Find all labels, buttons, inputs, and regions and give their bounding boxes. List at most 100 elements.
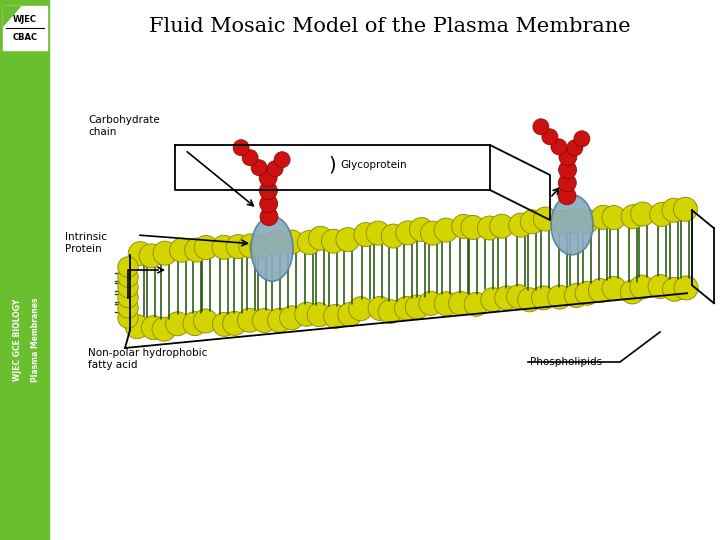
Circle shape	[260, 195, 278, 213]
Text: ): )	[328, 156, 336, 174]
Circle shape	[152, 317, 176, 341]
Circle shape	[521, 210, 544, 234]
Circle shape	[490, 214, 513, 238]
Circle shape	[166, 312, 189, 336]
Circle shape	[574, 131, 590, 147]
Circle shape	[118, 257, 138, 277]
Circle shape	[274, 152, 290, 168]
Circle shape	[118, 277, 138, 298]
Circle shape	[419, 292, 443, 315]
Circle shape	[354, 222, 378, 247]
Circle shape	[509, 213, 533, 237]
Circle shape	[267, 308, 292, 332]
Circle shape	[649, 202, 674, 226]
Text: Non-polar hydrophobic
fatty acid: Non-polar hydrophobic fatty acid	[88, 348, 207, 369]
Circle shape	[507, 285, 531, 308]
Circle shape	[564, 284, 588, 307]
Circle shape	[260, 208, 278, 226]
Circle shape	[477, 216, 501, 240]
Circle shape	[631, 202, 654, 226]
Circle shape	[239, 234, 263, 258]
Circle shape	[410, 218, 433, 241]
Circle shape	[662, 278, 687, 301]
Circle shape	[378, 300, 402, 323]
Bar	[0, 0, 49, 540]
Circle shape	[321, 229, 346, 253]
Circle shape	[259, 168, 277, 187]
Circle shape	[338, 302, 361, 327]
Circle shape	[308, 226, 333, 250]
Circle shape	[184, 238, 209, 262]
Circle shape	[451, 214, 476, 239]
Circle shape	[279, 306, 304, 330]
Ellipse shape	[251, 216, 293, 281]
Circle shape	[238, 308, 261, 332]
Circle shape	[368, 296, 392, 320]
Circle shape	[575, 210, 599, 233]
Circle shape	[518, 288, 541, 312]
Circle shape	[449, 292, 472, 315]
Circle shape	[183, 312, 207, 336]
Circle shape	[297, 231, 321, 254]
Circle shape	[395, 296, 418, 320]
Circle shape	[481, 288, 505, 312]
Circle shape	[420, 221, 444, 245]
Circle shape	[621, 205, 645, 228]
Circle shape	[434, 218, 458, 242]
Circle shape	[542, 129, 558, 145]
Circle shape	[194, 309, 217, 333]
Ellipse shape	[551, 195, 593, 255]
Circle shape	[602, 206, 626, 230]
Circle shape	[336, 227, 360, 252]
Circle shape	[558, 174, 576, 192]
Circle shape	[250, 234, 274, 259]
Circle shape	[630, 275, 654, 299]
Circle shape	[559, 161, 577, 179]
Circle shape	[280, 230, 304, 254]
Circle shape	[531, 286, 556, 310]
Circle shape	[558, 187, 576, 205]
Circle shape	[323, 305, 348, 328]
Circle shape	[264, 231, 288, 254]
Circle shape	[118, 308, 138, 328]
Circle shape	[153, 241, 177, 265]
Circle shape	[141, 316, 166, 340]
Circle shape	[194, 235, 218, 260]
Circle shape	[396, 221, 420, 245]
Text: Intrinsic
Protein: Intrinsic Protein	[65, 232, 107, 254]
Circle shape	[294, 302, 319, 326]
Circle shape	[551, 210, 575, 234]
Circle shape	[534, 207, 557, 231]
Circle shape	[381, 224, 405, 248]
Circle shape	[226, 234, 250, 259]
Circle shape	[170, 238, 194, 262]
Circle shape	[251, 160, 267, 176]
Circle shape	[233, 140, 249, 156]
Circle shape	[128, 241, 152, 266]
Circle shape	[588, 279, 613, 302]
Circle shape	[405, 295, 429, 319]
Polygon shape	[3, 6, 22, 27]
Text: Carbohydrate
chain: Carbohydrate chain	[88, 115, 160, 137]
Text: WJEC GCE BIOLOGY: WJEC GCE BIOLOGY	[13, 299, 22, 381]
Circle shape	[464, 292, 488, 316]
Circle shape	[212, 312, 236, 336]
Bar	[3, 6, 47, 50]
Circle shape	[673, 197, 698, 221]
Circle shape	[674, 276, 698, 300]
Circle shape	[562, 209, 586, 233]
Circle shape	[252, 308, 276, 333]
Circle shape	[212, 235, 236, 259]
Text: Plasma Membranes: Plasma Membranes	[31, 298, 40, 382]
Circle shape	[242, 150, 258, 166]
Circle shape	[559, 148, 577, 166]
Circle shape	[348, 297, 373, 321]
Circle shape	[602, 276, 626, 300]
Circle shape	[118, 267, 138, 287]
Circle shape	[575, 281, 599, 305]
Circle shape	[551, 139, 567, 155]
Text: Phospholipids: Phospholipids	[530, 357, 602, 367]
Circle shape	[125, 315, 149, 339]
Circle shape	[461, 215, 485, 239]
Circle shape	[648, 274, 672, 299]
